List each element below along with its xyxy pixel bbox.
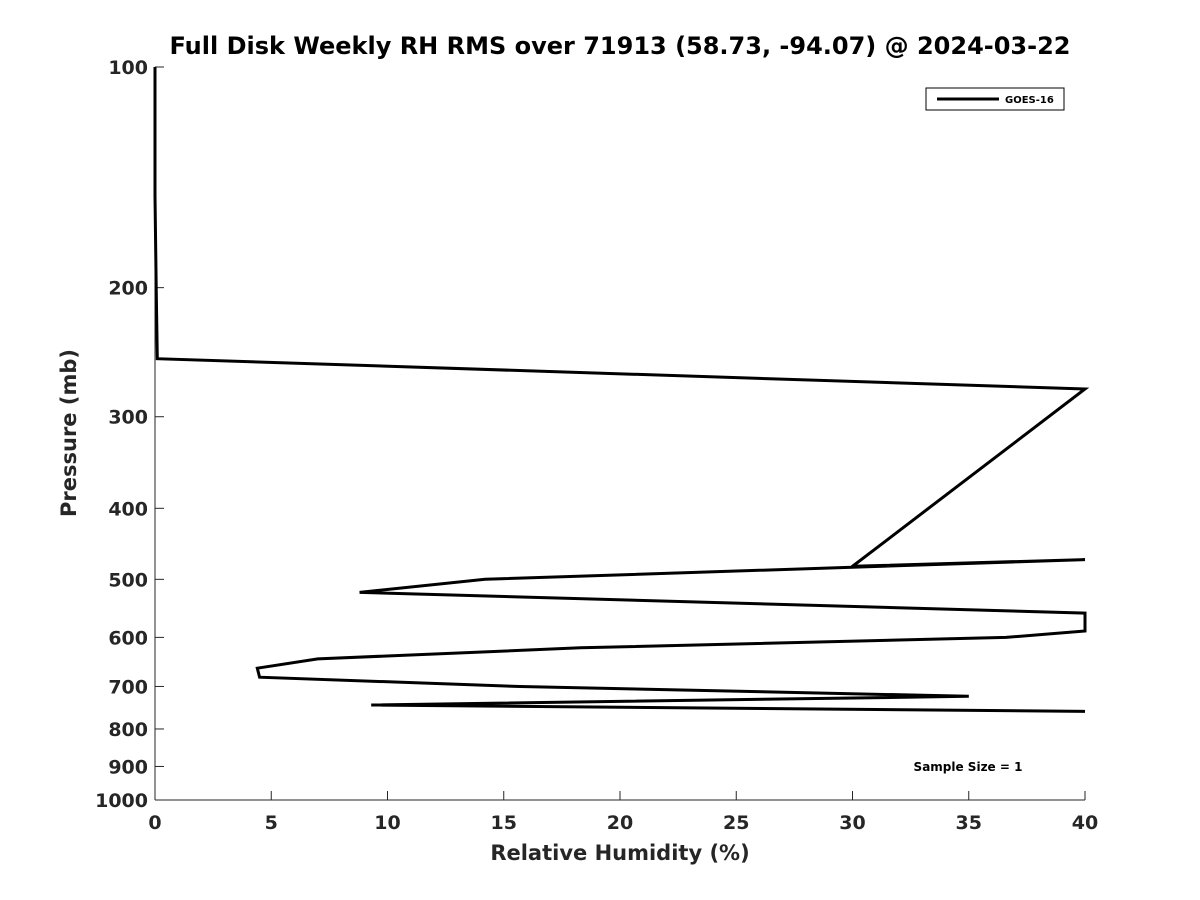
x-tick-label: 30 (839, 812, 865, 834)
y-tick-label: 900 (108, 756, 148, 778)
y-tick-label: 400 (108, 498, 148, 520)
chart-title: Full Disk Weekly RH RMS over 71913 (58.7… (169, 32, 1070, 60)
y-tick-label: 700 (108, 676, 148, 698)
x-tick-group: 0 5 10 15 20 25 30 35 40 (148, 791, 1098, 834)
x-tick-label: 35 (956, 812, 982, 834)
x-axis-label: Relative Humidity (%) (490, 841, 749, 865)
x-tick-label: 10 (374, 812, 400, 834)
legend-label: GOES-16 (1005, 95, 1054, 106)
x-tick-label: 15 (491, 812, 517, 834)
x-tick-label: 5 (265, 812, 278, 834)
y-tick-label: 100 (108, 57, 148, 79)
y-tick-label: 300 (108, 407, 148, 429)
y-tick-group: 100 200 300 400 500 600 700 800 900 1000 (95, 57, 164, 812)
x-tick-label: 40 (1072, 812, 1098, 834)
legend: GOES-16 (925, 87, 1065, 111)
y-tick-label: 500 (108, 569, 148, 591)
y-tick-label: 1000 (95, 790, 148, 812)
x-tick-label: 25 (723, 812, 749, 834)
x-tick-label: 20 (607, 812, 633, 834)
y-tick-label: 200 (108, 278, 148, 300)
series-layer (153, 67, 1090, 713)
y-tick-label: 800 (108, 719, 148, 741)
y-tick-label: 600 (108, 627, 148, 649)
x-tick-label: 0 (148, 812, 161, 834)
series-line-goes-16 (153, 67, 1090, 713)
y-axis-label: Pressure (mb) (57, 349, 81, 517)
sample-size-annotation: Sample Size = 1 (914, 760, 1023, 774)
